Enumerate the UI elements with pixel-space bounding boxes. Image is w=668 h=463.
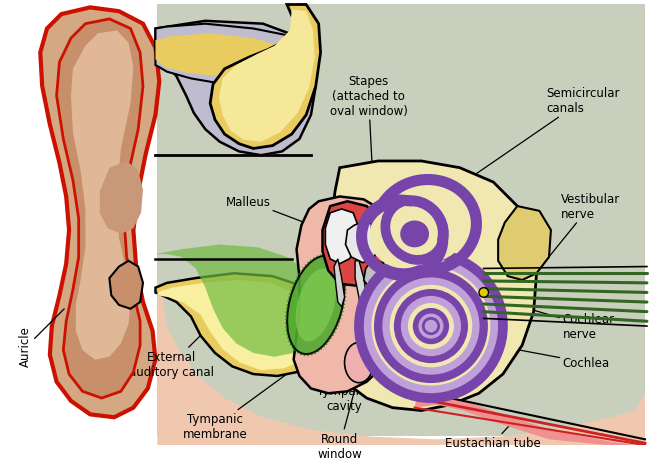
Polygon shape — [364, 259, 389, 293]
Polygon shape — [355, 261, 371, 319]
Polygon shape — [156, 25, 309, 87]
Text: Stapes
(attached to
oval window): Stapes (attached to oval window) — [329, 75, 407, 248]
Polygon shape — [345, 221, 380, 263]
Circle shape — [359, 255, 503, 398]
Polygon shape — [71, 31, 134, 360]
Text: Vestibular
nerve: Vestibular nerve — [532, 193, 620, 278]
Text: Cochlea: Cochlea — [484, 344, 610, 369]
Polygon shape — [219, 10, 315, 143]
Text: Tympanic
cavity: Tympanic cavity — [317, 326, 373, 412]
Text: Tympanic
membrane: Tympanic membrane — [182, 353, 316, 440]
Polygon shape — [57, 20, 143, 398]
Circle shape — [408, 303, 454, 350]
Ellipse shape — [287, 256, 345, 354]
Text: Semicircular
canals: Semicircular canals — [450, 88, 620, 192]
Circle shape — [415, 311, 446, 342]
Polygon shape — [328, 162, 536, 411]
Text: Auricle: Auricle — [19, 325, 31, 366]
Polygon shape — [156, 34, 297, 79]
Polygon shape — [110, 261, 143, 309]
Ellipse shape — [373, 211, 432, 265]
Text: Incus: Incus — [361, 181, 403, 238]
Bar — [158, 6, 645, 437]
Polygon shape — [210, 6, 321, 149]
Ellipse shape — [400, 221, 429, 248]
Ellipse shape — [394, 210, 435, 251]
Text: Cochlear
nerve: Cochlear nerve — [522, 307, 615, 340]
Polygon shape — [323, 202, 386, 286]
Text: Round
window: Round window — [317, 374, 362, 460]
Polygon shape — [498, 206, 551, 281]
Circle shape — [397, 293, 464, 360]
Circle shape — [371, 267, 490, 386]
Polygon shape — [158, 281, 316, 370]
Ellipse shape — [387, 191, 466, 260]
Polygon shape — [325, 209, 359, 264]
Polygon shape — [40, 8, 159, 417]
Polygon shape — [156, 22, 316, 156]
Circle shape — [479, 288, 488, 298]
Text: Malleus: Malleus — [226, 195, 345, 238]
Polygon shape — [334, 259, 345, 307]
Circle shape — [424, 319, 439, 334]
Text: External
auditory canal: External auditory canal — [130, 293, 244, 378]
Text: Eustachian tube: Eustachian tube — [446, 422, 541, 450]
Circle shape — [378, 274, 484, 379]
Ellipse shape — [296, 269, 336, 342]
Polygon shape — [415, 395, 645, 446]
Polygon shape — [100, 162, 143, 234]
Polygon shape — [156, 274, 325, 376]
Circle shape — [389, 285, 472, 368]
Polygon shape — [156, 245, 323, 357]
Polygon shape — [158, 278, 645, 445]
Ellipse shape — [345, 343, 373, 383]
Polygon shape — [294, 197, 405, 394]
